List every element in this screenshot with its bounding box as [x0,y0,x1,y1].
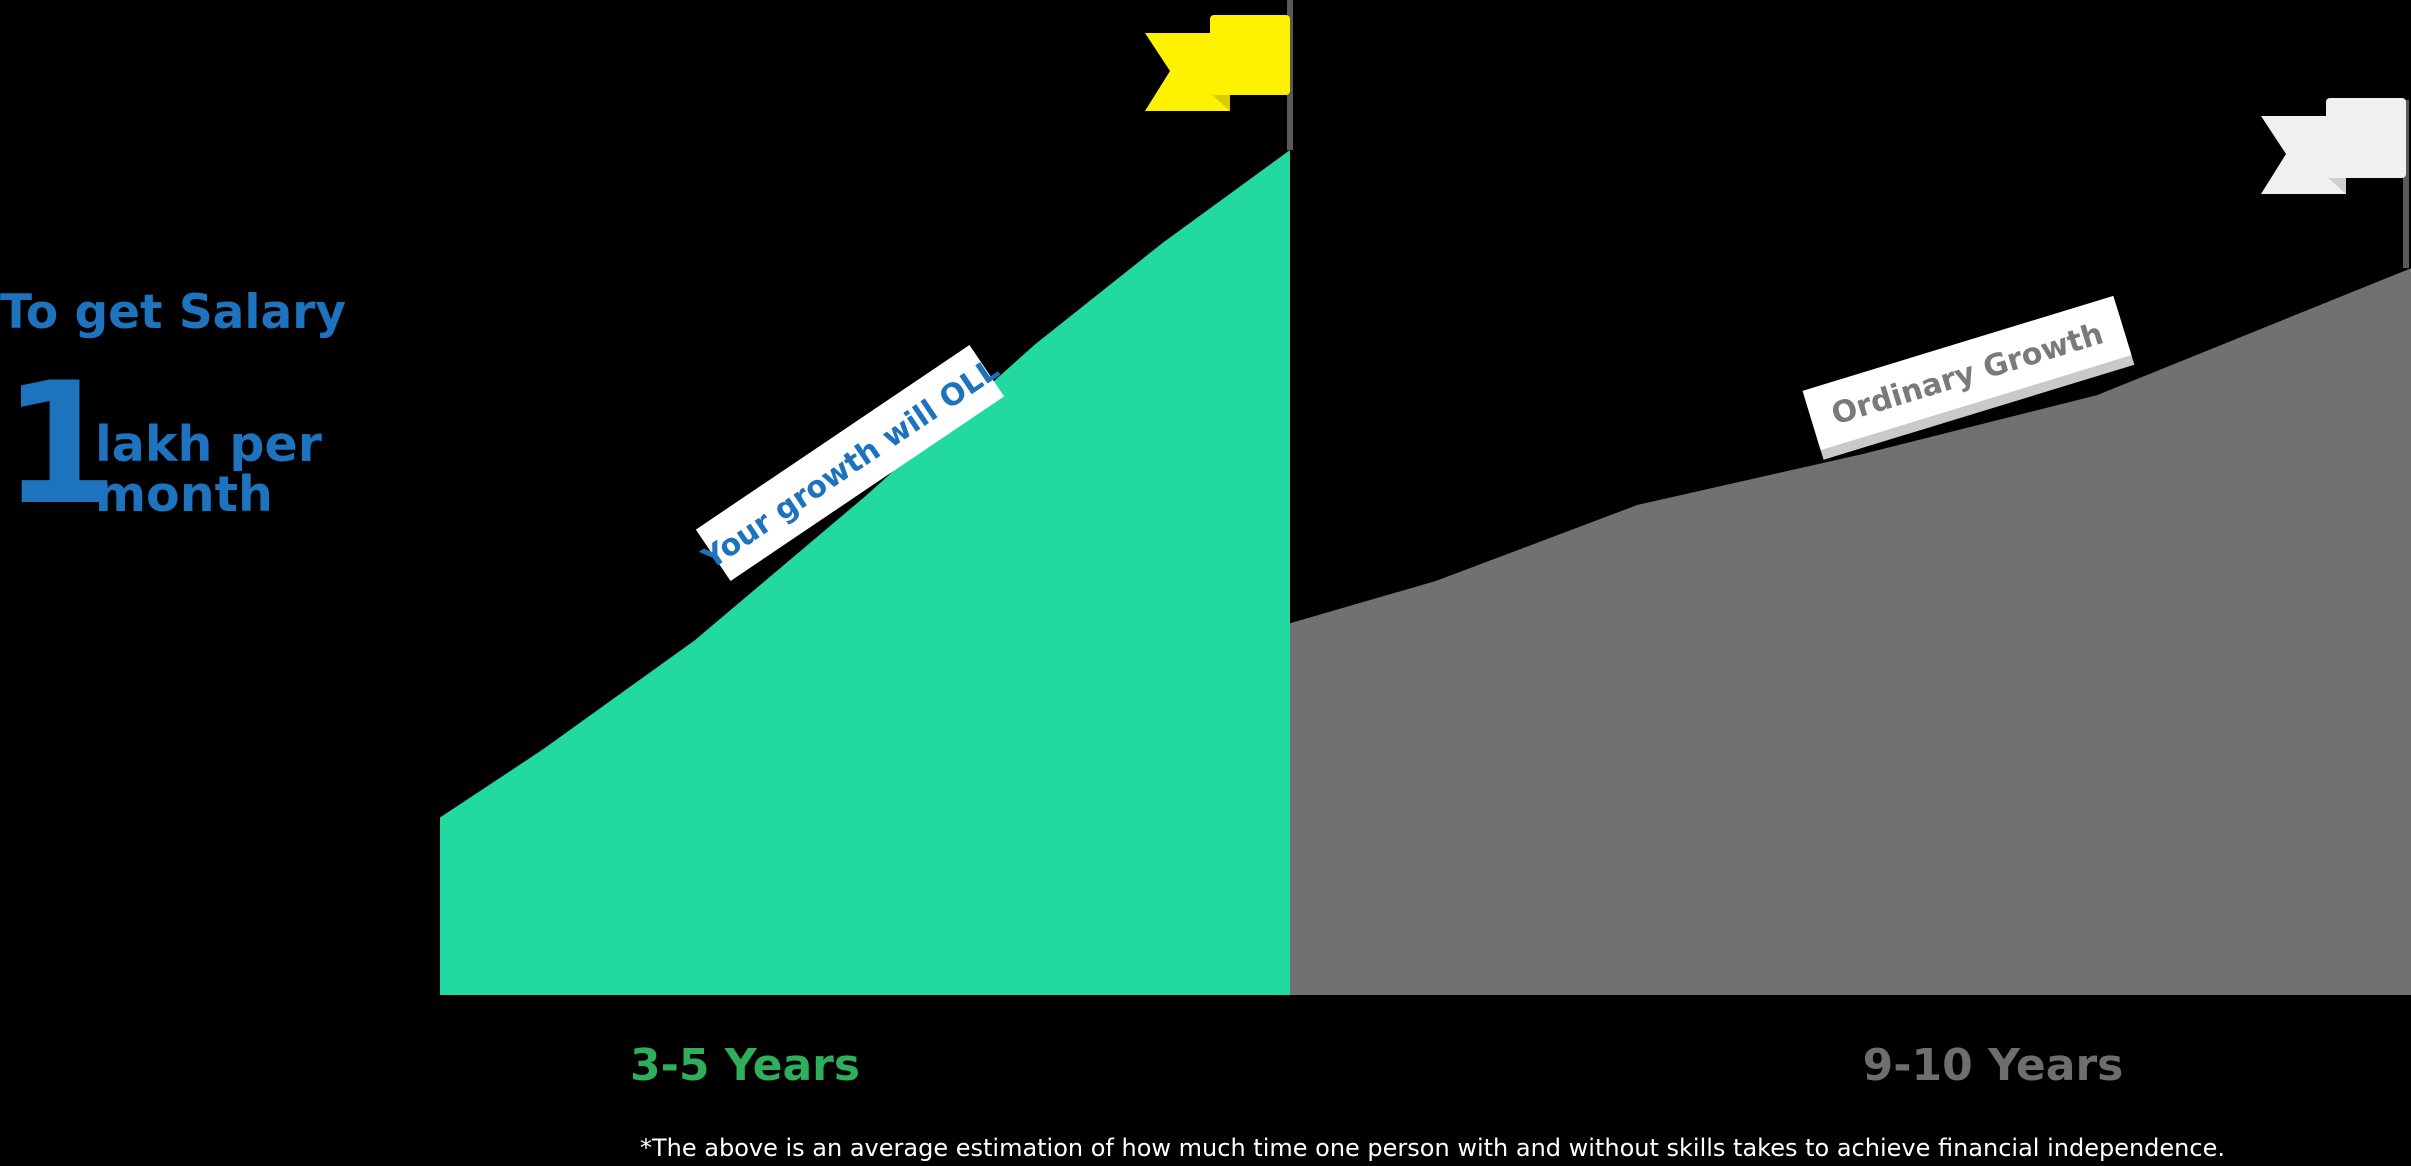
salary-amount: 1 [2,346,119,542]
growth-area-1 [1290,268,2411,995]
flag-pole-1 [2403,100,2409,268]
white-flag-icon-fold [2326,176,2346,194]
white-flag-icon [2261,98,2406,194]
series-tag-box-0 [695,345,1005,581]
footnote: *The above is an average estimation of h… [640,1134,2225,1162]
yellow-flag-icon-banner [1210,15,1290,95]
series-tag-box-1 [1802,295,2132,451]
yellow-flag-icon-tail [1145,33,1230,111]
white-flag-icon-banner [2326,98,2406,178]
white-flag-icon-tail [2261,116,2346,194]
salary-heading: To get Salary [0,285,347,340]
duration-label-1: 9-10 Years [1863,1040,2124,1091]
salary-unit: lakh per month [95,416,322,523]
growth-area-0 [440,150,1290,995]
yellow-flag-icon-fold [1210,93,1230,111]
yellow-flag-icon [1145,15,1290,111]
duration-label-0: 3-5 Years [630,1040,860,1091]
